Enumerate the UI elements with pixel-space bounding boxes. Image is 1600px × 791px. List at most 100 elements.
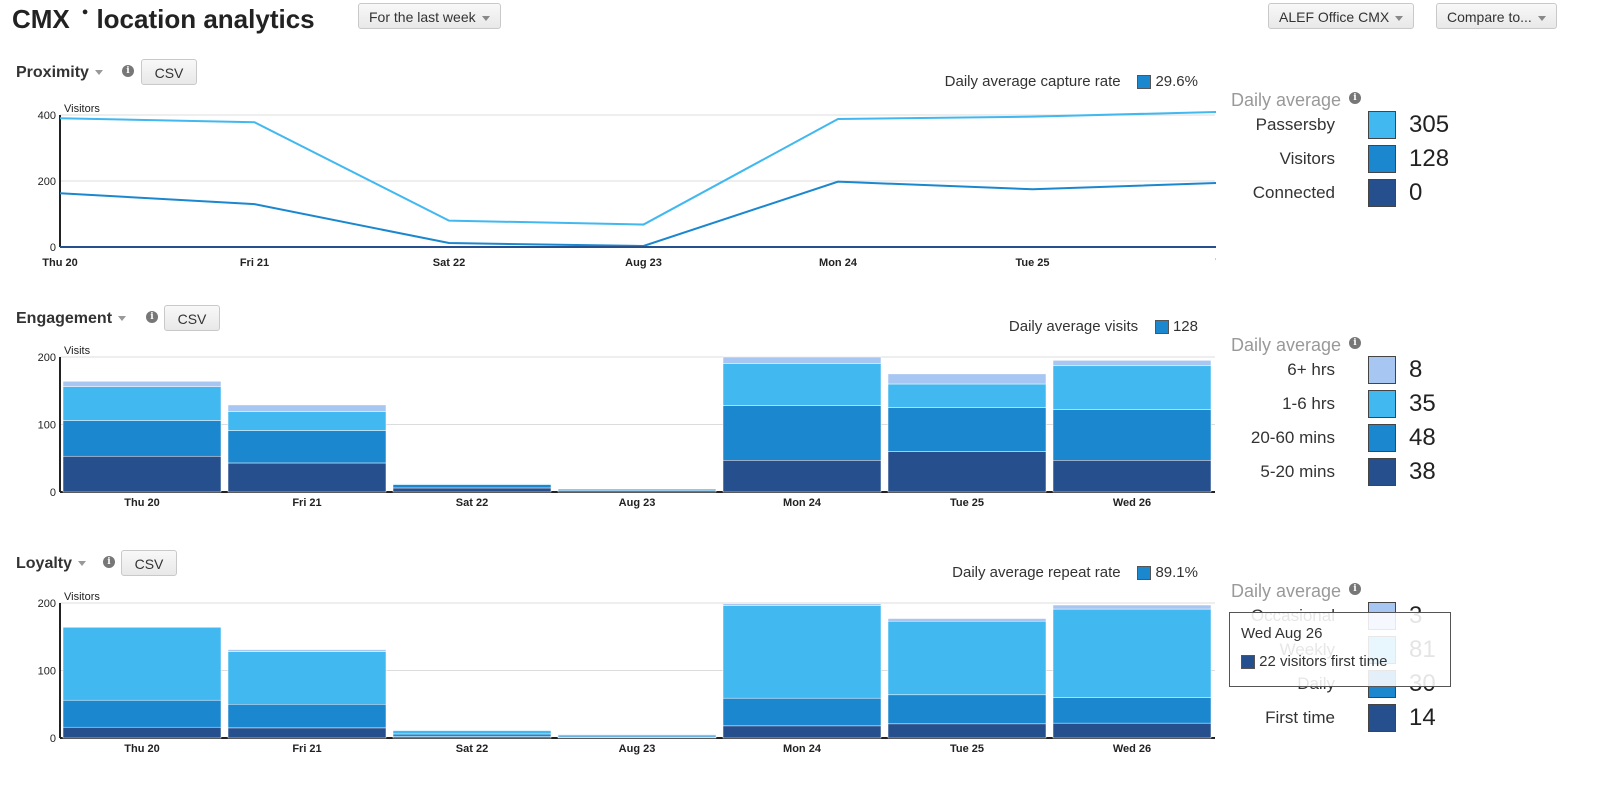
proximity-legend-title: Daily average — [1231, 90, 1341, 111]
legend-value: 0 — [1409, 179, 1423, 206]
daily-stat-value: 89.1% — [1155, 564, 1198, 581]
bar-segment-1-6-hrs — [227, 411, 387, 431]
legend-item-5-20-mins[interactable]: 5-20 mins 38 — [1185, 458, 1485, 488]
info-icon[interactable]: i — [1349, 337, 1361, 349]
tooltip-date: Wed Aug 26 — [1241, 625, 1323, 642]
loyalty-csv-button[interactable]: CSV — [121, 550, 177, 576]
legend-label: 1-6 hrs — [1282, 394, 1335, 413]
bar-segment-first-time — [62, 726, 222, 739]
x-tick-label: Thu 20 — [124, 497, 159, 509]
bar-segment-1-6-hrs — [392, 483, 552, 485]
x-tick-label: Fri 21 — [292, 743, 321, 755]
loyalty-section-title[interactable]: Loyalty — [16, 555, 87, 573]
x-tick-label: Aug 23 — [625, 257, 662, 269]
legend-item-20-60-mins[interactable]: 20-60 mins 48 — [1185, 424, 1485, 454]
legend-swatch — [1368, 458, 1396, 486]
daily-stat-label: Daily average repeat rate — [952, 564, 1121, 581]
legend-item-first-time[interactable]: First time 14 — [1185, 704, 1485, 734]
daily-stat-value: 128 — [1172, 318, 1198, 335]
legend-item-1-6-hrs[interactable]: 1-6 hrs 35 — [1185, 390, 1485, 420]
legend-item-connected[interactable]: Connected 0 — [1185, 179, 1485, 209]
stat-swatch — [1137, 566, 1152, 581]
location-dropdown-button[interactable]: ALEF Office CMX — [1268, 3, 1415, 29]
bar-segment-weekly — [722, 605, 882, 699]
x-tick-label: Tue 25 — [950, 497, 984, 509]
x-tick-label: Mon 24 — [783, 497, 822, 509]
bar-segment-6-hrs — [227, 404, 387, 412]
info-icon[interactable]: i — [103, 556, 115, 568]
y-axis-label: Visitors — [64, 103, 100, 115]
bar-segment-6-hrs — [887, 373, 1047, 385]
period-dropdown-button[interactable]: For the last week — [358, 3, 501, 29]
proximity-csv-button[interactable]: CSV — [141, 59, 197, 85]
bar-segment-6-hrs — [722, 356, 882, 364]
x-tick-label: Wed 26 — [1113, 743, 1151, 755]
proximity-daily-stat: Daily average capture rate 29.6% — [945, 73, 1198, 90]
engagement-daily-stat: Daily average visits 128 — [1009, 318, 1198, 335]
info-icon[interactable]: ● — [81, 6, 89, 18]
info-icon[interactable]: i — [122, 65, 134, 77]
csv-label: CSV — [134, 556, 164, 572]
bar-segment-weekly — [887, 620, 1047, 696]
stat-swatch — [1154, 320, 1169, 335]
y-tick-label: 100 — [38, 666, 56, 678]
y-tick-label: 100 — [38, 420, 56, 432]
x-tick-label: Sat 22 — [456, 497, 488, 509]
chevron-down-icon — [481, 15, 490, 21]
engagement-section-title[interactable]: Engagement — [16, 310, 127, 328]
bar-segment-daily — [227, 704, 387, 729]
legend-swatch — [1368, 111, 1396, 139]
bar-segment-20-60-mins — [1052, 409, 1212, 461]
bar-segment-first-time — [887, 723, 1047, 739]
x-tick-label: Wed — [1215, 257, 1216, 269]
bar-segment-20-60-mins — [62, 420, 222, 457]
compare-dropdown-button[interactable]: Compare to... — [1436, 3, 1557, 29]
daily-stat-label: Daily average visits — [1008, 318, 1139, 335]
chevron-down-icon — [1537, 15, 1546, 21]
legend-label: Connected — [1252, 183, 1335, 202]
info-icon[interactable]: i — [146, 311, 158, 323]
legend-swatch — [1368, 424, 1396, 452]
period-dropdown-label: For the last week — [369, 9, 476, 25]
proximity-section-title[interactable]: Proximity — [16, 64, 103, 82]
bar-segment-weekly — [392, 730, 552, 735]
bar-segment-20-60-mins — [722, 405, 882, 461]
engagement-csv-button[interactable]: CSV — [164, 305, 220, 331]
bar-segment-5-20-mins — [1052, 460, 1212, 493]
y-axis-label: Visitors — [64, 591, 100, 603]
y-tick-label: 200 — [38, 352, 56, 364]
compare-dropdown-label: Compare to... — [1447, 9, 1532, 25]
bar-segment-1-6-hrs — [722, 363, 882, 406]
bar-segment-occasional — [1052, 604, 1212, 610]
bar-segment-5-20-mins — [392, 487, 552, 493]
series-line-visitors — [59, 180, 1216, 248]
x-tick-label: Tue 25 — [950, 743, 984, 755]
bar-segment-weekly — [227, 651, 387, 705]
legend-value: 8 — [1409, 356, 1423, 383]
legend-item-6-hrs[interactable]: 6+ hrs 8 — [1185, 356, 1485, 386]
bar-segment-first-time — [722, 725, 882, 739]
bar-segment-5-20-mins — [62, 455, 222, 493]
legend-value: 128 — [1409, 145, 1450, 172]
bar-segment-5-20-mins — [887, 451, 1047, 493]
legend-label: Passersby — [1255, 115, 1335, 134]
proximity-chart: 0 200 400 Visitors Thu 20 Fri 21 Sat 22 Aug 23 M… — [38, 103, 1216, 269]
legend-label: 6+ hrs — [1287, 360, 1335, 379]
bar-segment-weekly — [557, 734, 717, 737]
x-tick-label: Mon 24 — [783, 743, 822, 755]
legend-swatch — [1368, 145, 1396, 173]
stat-swatch — [1137, 75, 1152, 90]
legend-swatch — [1368, 704, 1396, 732]
legend-title-label: Daily average — [1231, 90, 1342, 110]
legend-item-visitors[interactable]: Visitors 128 — [1185, 145, 1485, 175]
info-icon[interactable]: i — [1349, 92, 1361, 104]
info-icon[interactable]: i — [1349, 583, 1361, 595]
chevron-down-icon — [94, 70, 103, 76]
bar-segment-6-hrs — [1052, 360, 1212, 367]
x-tick-label: Aug 23 — [619, 743, 656, 755]
loyalty-title-label: Loyalty — [16, 555, 73, 572]
legend-item-passersby[interactable]: Passersby 305 — [1185, 111, 1485, 141]
page-title-cmx: CMX — [12, 4, 70, 34]
csv-label: CSV — [177, 311, 207, 327]
legend-label: 5-20 mins — [1260, 462, 1335, 481]
